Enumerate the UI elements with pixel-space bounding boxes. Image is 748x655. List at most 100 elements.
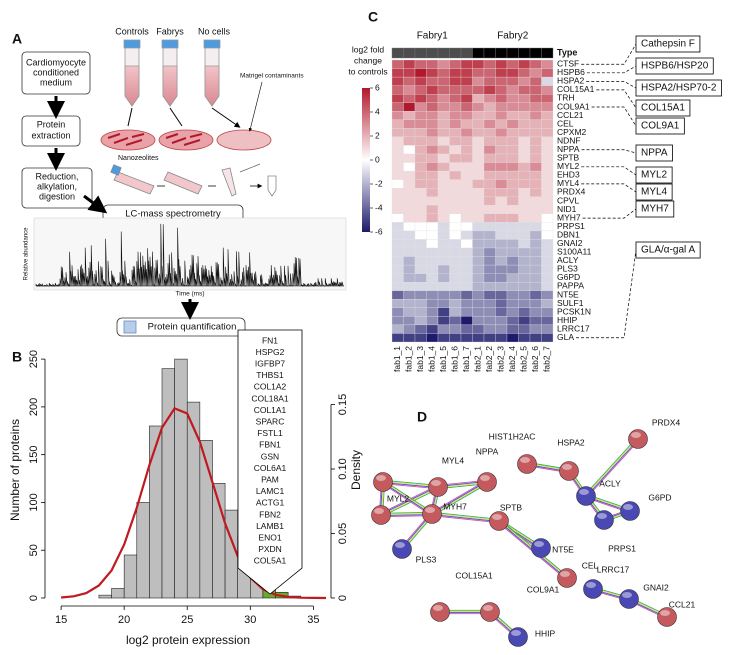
network-node — [559, 461, 579, 481]
heatmap-cell — [437, 145, 450, 155]
row-label: PRDX4 — [557, 187, 586, 197]
heatmap-cell — [391, 119, 404, 129]
heatmap-cell — [449, 162, 462, 172]
group-label: Fabry2 — [497, 31, 529, 42]
heatmap-cell — [414, 324, 427, 334]
heatmap-cell — [541, 136, 554, 146]
heatmap-cell — [437, 128, 450, 138]
type-cell — [472, 47, 485, 59]
column-label: fab2_4 — [507, 346, 517, 372]
heatmap-cell — [483, 299, 496, 308]
heatmap-cell — [529, 273, 542, 283]
node-label: ACLY — [599, 478, 621, 488]
heatmap-cell — [506, 102, 519, 112]
heatmap-cell — [414, 85, 427, 95]
callout-line — [586, 65, 637, 74]
column-label: fab2_2 — [484, 346, 494, 372]
heatmap-cell — [437, 333, 450, 343]
heatmap-cell — [426, 145, 439, 155]
heatmap-cell — [449, 299, 462, 308]
heatmap-cell — [414, 119, 427, 129]
heatmap-cell — [426, 119, 439, 129]
heatmap-cell — [403, 282, 416, 291]
callout-line — [581, 183, 637, 193]
colorbar-title: log2 fold — [352, 44, 384, 54]
heatmap-cell — [460, 247, 473, 257]
heatmap-cell — [483, 282, 496, 291]
node-highlight — [586, 582, 596, 588]
heatmap-cell — [391, 264, 404, 274]
heatmap-cell — [449, 196, 462, 206]
heatmap-cell — [449, 145, 462, 155]
heatmap-cell — [426, 68, 439, 78]
heatmap-cell — [403, 170, 416, 180]
node-label: HHIP — [535, 628, 556, 638]
heatmap-cell — [414, 170, 427, 180]
heatmap-cell — [437, 264, 450, 274]
heatmap-cell — [449, 68, 462, 78]
heatmap-cell — [449, 222, 462, 232]
node-label: HIST1H2AC — [489, 431, 536, 441]
heatmap-cell — [518, 162, 531, 172]
heatmap-cell — [437, 282, 450, 291]
heatmap-cell — [391, 179, 404, 189]
heatmap-cell — [529, 153, 542, 163]
heatmap-cell — [437, 59, 450, 69]
node-label: PLS3 — [416, 554, 437, 564]
x-tick-label: 30 — [244, 614, 256, 626]
heatmap-cell — [437, 196, 450, 206]
heatmap-cell — [437, 153, 450, 163]
heatmap-cell — [449, 290, 462, 300]
type-cell — [529, 47, 542, 59]
callout-text: ACTG1 — [256, 498, 285, 508]
heatmap-cell — [541, 59, 554, 69]
heatmap-cell — [437, 85, 450, 95]
heatmap-cell — [472, 256, 485, 266]
heatmap-cell — [391, 94, 404, 103]
heatmap-cell — [541, 76, 554, 86]
heatmap-cell — [518, 136, 531, 146]
heatmap-cell — [414, 76, 427, 86]
colorbar-tick-label: 6 — [375, 82, 380, 92]
heatmap-cell — [495, 333, 508, 343]
heatmap-cell — [414, 256, 427, 266]
heatmap-cell — [449, 119, 462, 129]
heatmap-cell — [403, 230, 416, 240]
heatmap-cell — [529, 213, 542, 223]
heatmap-cell — [391, 324, 404, 334]
heatmap-cell — [414, 264, 427, 274]
heatmap-cell — [391, 111, 404, 120]
heatmap-cell — [437, 76, 450, 86]
heatmap-cell — [414, 196, 427, 206]
network-node — [620, 501, 640, 521]
heatmap-cell — [472, 273, 485, 283]
heatmap-cell — [529, 119, 542, 129]
type-cell — [414, 47, 427, 59]
heatmap-cell — [518, 205, 531, 214]
heatmap-cell — [529, 94, 542, 103]
callout-box — [635, 241, 701, 259]
node-highlight — [395, 542, 405, 548]
type-cell — [483, 47, 496, 59]
heatmap-cell — [483, 256, 496, 266]
heatmap-cell — [391, 299, 404, 308]
heatmap-cell — [403, 316, 416, 326]
heatmap-cell — [460, 299, 473, 308]
heatmap-cell — [391, 273, 404, 283]
heatmap-cell — [449, 85, 462, 95]
callout-box — [635, 166, 673, 184]
heatmap-cell — [472, 222, 485, 232]
tube-label: Controls — [115, 26, 149, 36]
heatmap-cell — [541, 111, 554, 120]
heatmap-cell — [449, 128, 462, 138]
y2-axis-title: Density — [349, 450, 363, 490]
callout-text: COL6A1 — [254, 463, 287, 473]
heatmap-cell — [460, 119, 473, 129]
heatmap-cell — [403, 256, 416, 266]
heatmap-cell — [460, 230, 473, 240]
heatmap-cell — [414, 162, 427, 172]
heatmap-cell — [495, 162, 508, 172]
heatmap-cell — [391, 59, 404, 69]
heatmap-cell — [426, 290, 439, 300]
node-label: PRDX4 — [652, 417, 681, 427]
